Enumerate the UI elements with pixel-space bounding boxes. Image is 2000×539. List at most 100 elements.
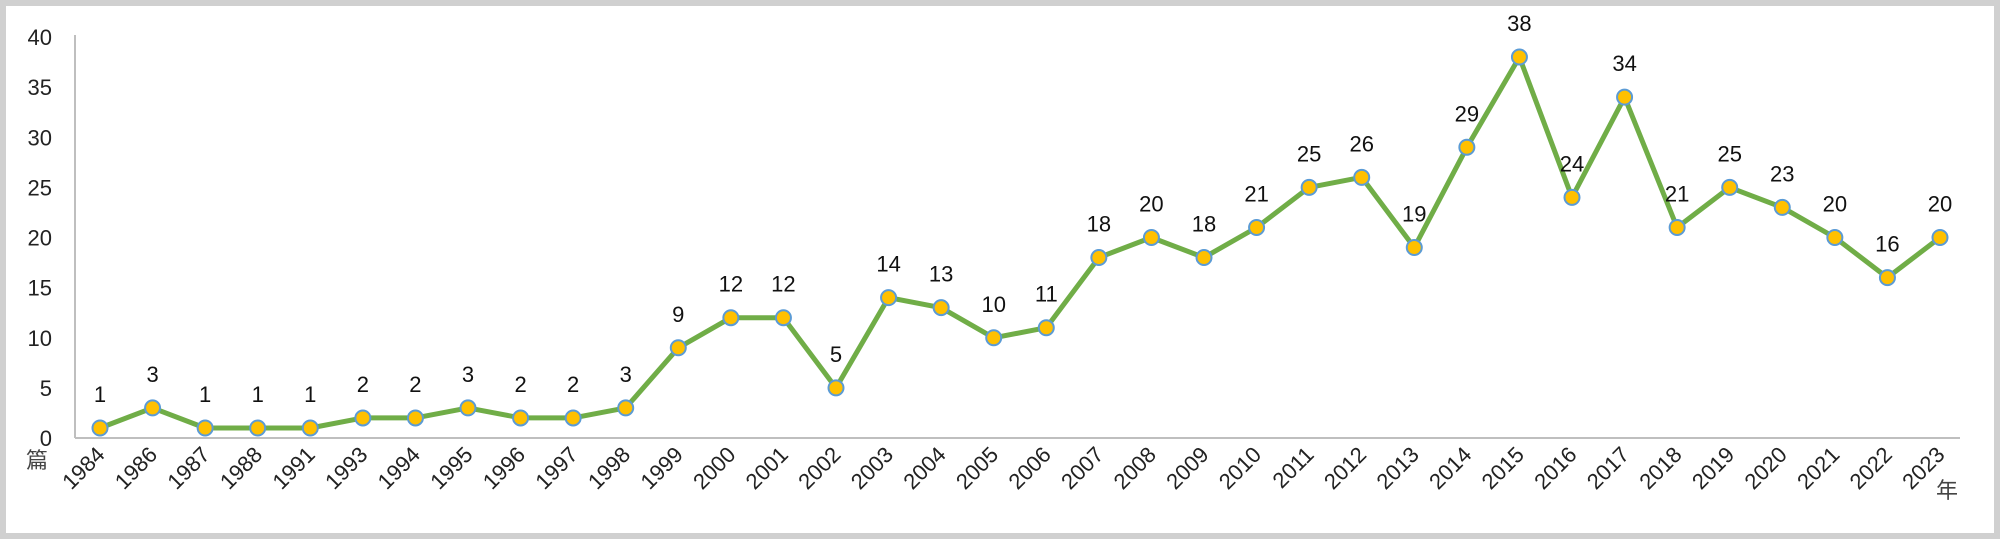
data-point[interactable] <box>1931 229 1949 246</box>
data-label: 9 <box>672 302 684 327</box>
data-label: 2 <box>514 372 526 397</box>
data-point[interactable] <box>196 419 214 437</box>
data-point[interactable] <box>459 399 477 417</box>
x-tick-label: 1997 <box>530 442 582 494</box>
data-label: 3 <box>462 362 474 387</box>
data-point[interactable] <box>1090 249 1108 267</box>
data-label: 25 <box>1717 141 1741 166</box>
x-tick-label: 2011 <box>1268 442 1319 493</box>
data-point[interactable] <box>91 419 109 437</box>
y-tick-label: 20 <box>28 226 52 251</box>
data-point[interactable] <box>564 409 582 427</box>
x-axis-unit-label: 年 <box>1936 479 1958 504</box>
x-tick-label: 2018 <box>1634 442 1686 494</box>
data-point[interactable] <box>1668 218 1686 236</box>
x-tick-label: 2006 <box>1004 442 1056 494</box>
data-point[interactable] <box>1248 218 1266 236</box>
y-tick-label: 15 <box>28 276 52 301</box>
series-line <box>99 54 1942 431</box>
data-label: 1 <box>94 382 106 407</box>
data-point[interactable] <box>1510 48 1528 66</box>
x-tick-label: 1988 <box>215 442 267 494</box>
x-tick-label: 2007 <box>1056 442 1108 494</box>
x-tick-label: 1994 <box>373 442 425 494</box>
y-tick-label: 30 <box>28 125 52 150</box>
data-label: 12 <box>719 272 743 297</box>
data-label: 3 <box>146 362 158 387</box>
data-label: 2 <box>567 372 579 397</box>
data-label: 29 <box>1455 101 1479 126</box>
data-point[interactable] <box>406 409 424 427</box>
data-label: 5 <box>830 342 842 367</box>
data-point[interactable] <box>1195 249 1213 267</box>
data-label: 18 <box>1192 212 1216 237</box>
data-point[interactable] <box>827 379 845 397</box>
x-tick-label: 1984 <box>57 442 109 494</box>
x-tick-label: 2016 <box>1529 442 1581 494</box>
data-label: 21 <box>1665 181 1689 206</box>
data-label: 25 <box>1297 141 1321 166</box>
data-point[interactable] <box>1353 168 1371 186</box>
data-point[interactable] <box>1878 269 1896 287</box>
data-label: 13 <box>929 262 953 287</box>
data-point[interactable] <box>1773 198 1791 216</box>
data-label: 1 <box>304 382 316 407</box>
x-tick-label: 1996 <box>478 442 530 494</box>
data-point[interactable] <box>617 399 635 417</box>
data-point[interactable] <box>774 309 792 327</box>
x-tick-label: 2013 <box>1372 442 1424 494</box>
data-point[interactable] <box>1300 178 1318 196</box>
data-point[interactable] <box>1721 178 1739 196</box>
data-point[interactable] <box>249 419 267 437</box>
x-tick-label: 2002 <box>793 442 845 494</box>
data-point[interactable] <box>1616 88 1634 106</box>
data-point[interactable] <box>1405 239 1423 257</box>
data-point[interactable] <box>301 419 319 437</box>
data-point[interactable] <box>1826 229 1844 246</box>
y-tick-label: 35 <box>28 75 52 100</box>
x-tick-label: 2009 <box>1161 442 1213 494</box>
data-point[interactable] <box>880 289 898 307</box>
data-point[interactable] <box>932 299 950 317</box>
x-tick-label: 2012 <box>1319 442 1371 494</box>
x-tick-label: 2010 <box>1214 442 1266 494</box>
data-point[interactable] <box>985 329 1003 347</box>
data-point[interactable] <box>144 399 162 417</box>
data-label: 26 <box>1349 131 1373 156</box>
x-tick-label: 2019 <box>1687 442 1739 494</box>
data-label: 20 <box>1823 192 1847 217</box>
data-label: 20 <box>1928 192 1952 217</box>
data-label: 19 <box>1402 202 1426 227</box>
x-tick-label: 1995 <box>425 442 477 494</box>
x-tick-label: 2008 <box>1109 442 1161 494</box>
x-tick-label: 2005 <box>951 442 1003 494</box>
data-label: 1 <box>252 382 264 407</box>
data-point[interactable] <box>512 409 530 427</box>
data-label: 24 <box>1560 151 1584 176</box>
data-point[interactable] <box>354 409 372 427</box>
y-tick-label: 0 <box>40 426 52 451</box>
data-label: 20 <box>1139 192 1163 217</box>
data-point[interactable] <box>1142 229 1160 246</box>
data-label: 2 <box>357 372 369 397</box>
y-tick-label: 25 <box>28 175 52 200</box>
data-label: 11 <box>1035 282 1058 307</box>
data-point[interactable] <box>1563 188 1581 206</box>
x-tick-label: 1998 <box>583 442 635 494</box>
x-tick-label: 2000 <box>688 442 740 494</box>
x-tick-label: 1999 <box>636 442 688 494</box>
data-point[interactable] <box>669 339 687 357</box>
x-tick-label: 1986 <box>110 442 162 494</box>
data-label: 34 <box>1612 51 1636 76</box>
y-axis-unit-label: 篇 <box>26 449 48 474</box>
x-tick-label: 2015 <box>1477 442 1529 494</box>
data-point[interactable] <box>722 309 740 327</box>
data-point[interactable] <box>1458 138 1476 156</box>
data-point[interactable] <box>1037 319 1055 337</box>
data-label: 10 <box>981 292 1005 317</box>
x-tick-label: 2017 <box>1582 442 1634 494</box>
x-tick-label: 2003 <box>846 442 898 494</box>
x-tick-label: 1993 <box>320 442 372 494</box>
